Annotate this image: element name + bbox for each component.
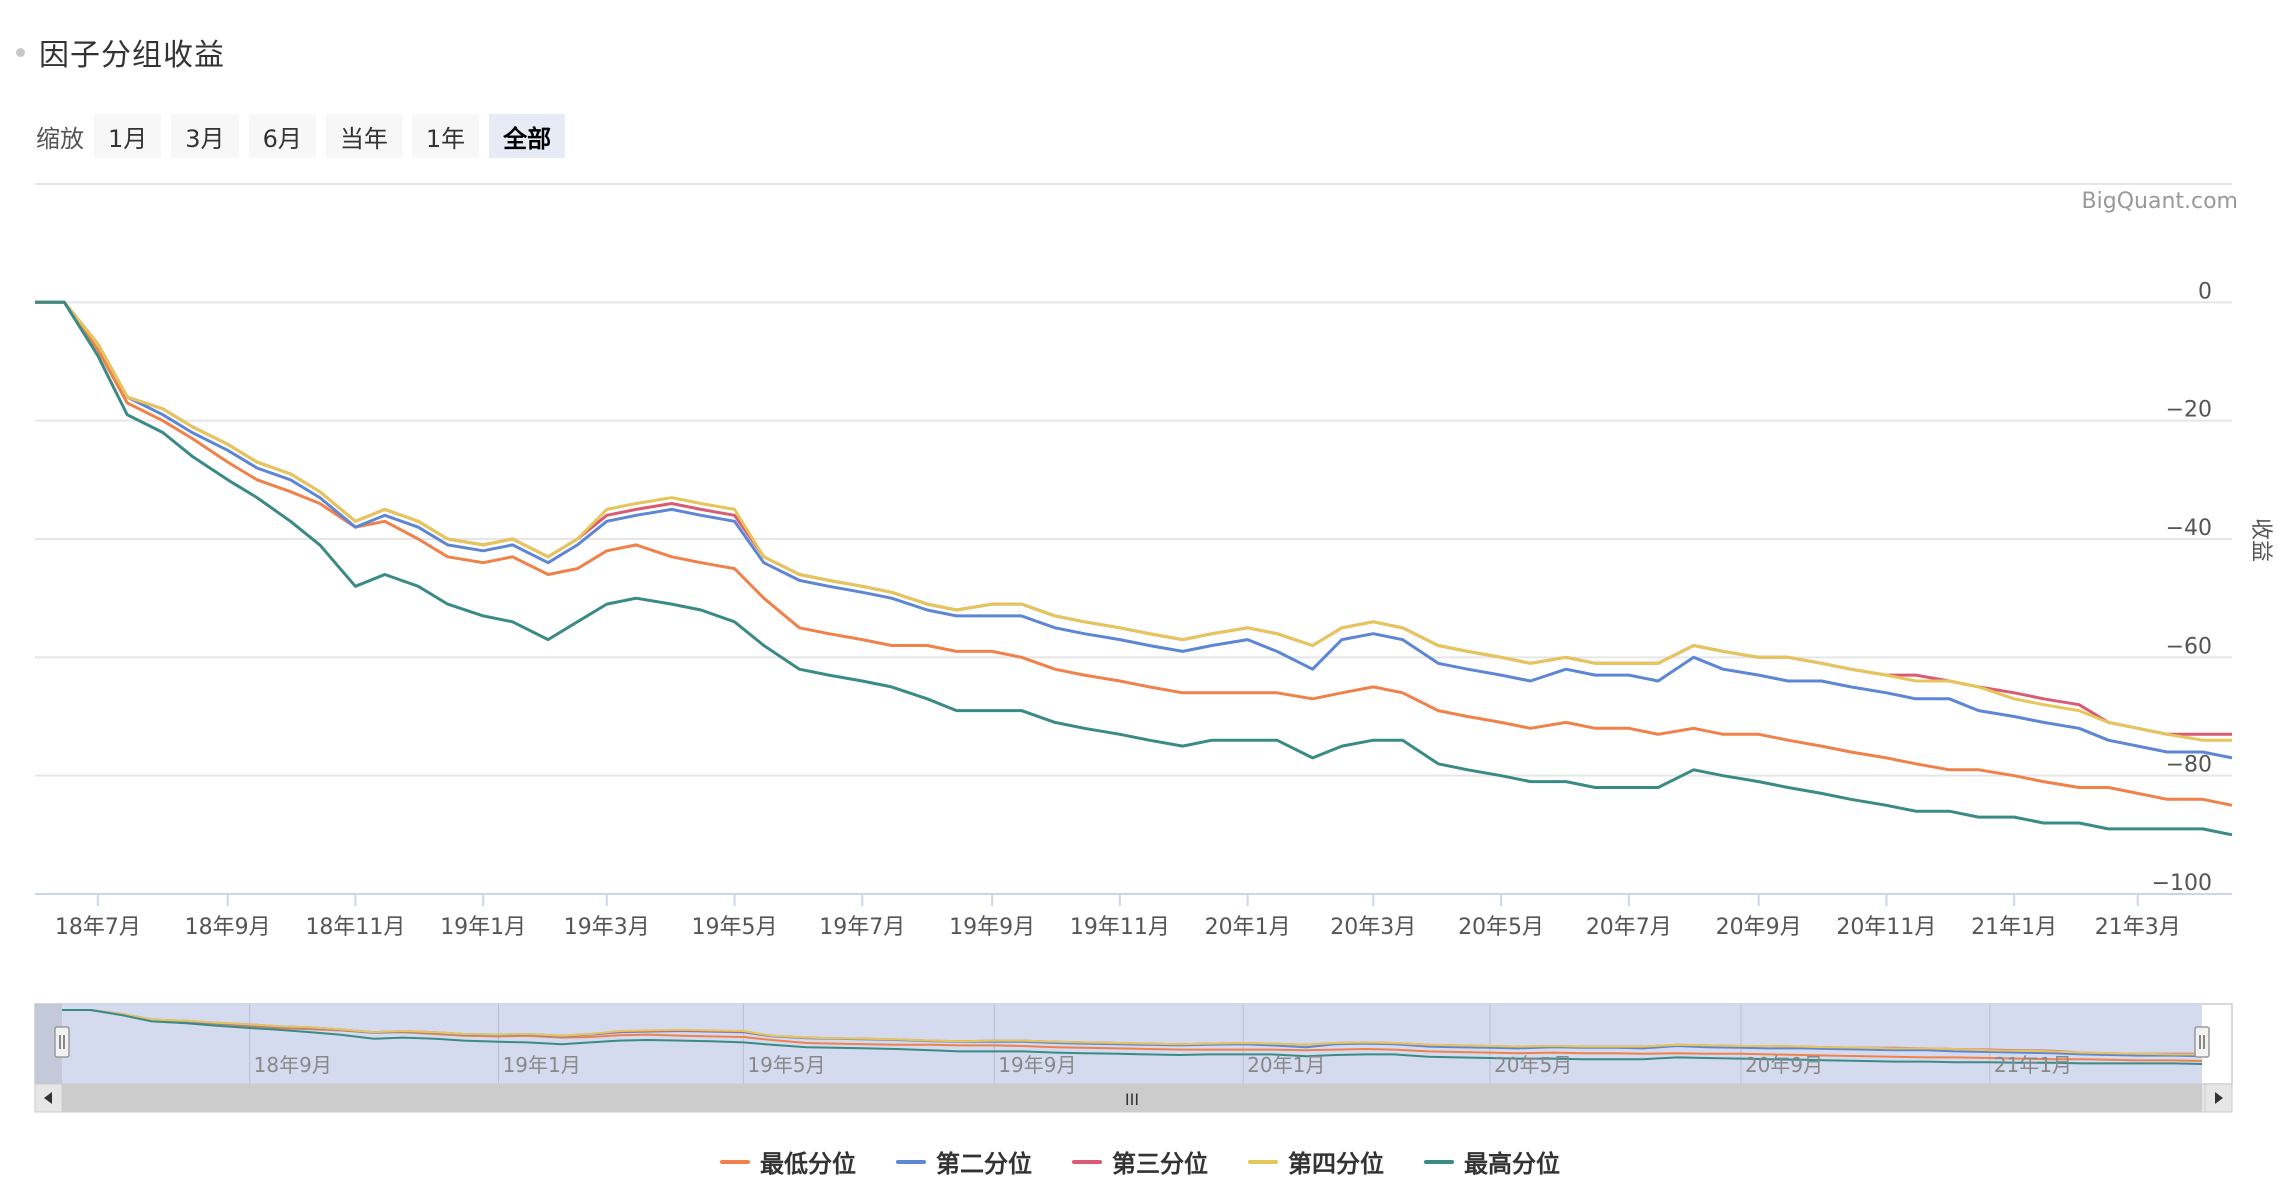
scrollbar-thumb[interactable] xyxy=(62,1084,2202,1112)
x-tick-label: 19年5月 xyxy=(692,915,778,940)
x-tick-label: 19年11月 xyxy=(1070,915,1170,940)
x-tick-label: 19年7月 xyxy=(819,915,905,940)
chart-title: 因子分组收益 xyxy=(39,38,225,73)
y-tick-label: −80 xyxy=(2166,753,2212,778)
legend-label: 第二分位 xyxy=(936,1150,1032,1178)
x-tick-label: 20年5月 xyxy=(1458,915,1544,940)
series-line-4[interactable] xyxy=(35,300,2233,837)
navigator-label: 19年9月 xyxy=(998,1053,1076,1077)
scrollbar[interactable]: III xyxy=(34,1083,2233,1113)
x-tick-label: 20年7月 xyxy=(1586,915,1672,940)
zoom-button-1m[interactable]: 1月 xyxy=(94,114,162,158)
arrow-right-icon xyxy=(2215,1092,2223,1104)
legend-swatch xyxy=(1072,1159,1102,1164)
x-tick-label: 19年3月 xyxy=(564,915,650,940)
x-tick-label: 20年9月 xyxy=(1716,915,1802,940)
legend-label: 最高分位 xyxy=(1464,1150,1560,1178)
x-tick-label: 18年9月 xyxy=(185,915,271,940)
legend-label: 第四分位 xyxy=(1288,1150,1384,1178)
navigator-handle-right[interactable] xyxy=(2194,1026,2210,1058)
navigator-label: 21年1月 xyxy=(1994,1053,2072,1077)
legend-label: 第三分位 xyxy=(1112,1150,1208,1178)
grid-lines xyxy=(35,301,2232,895)
series-line-1[interactable] xyxy=(35,300,2233,760)
legend-item-0[interactable]: 最低分位 xyxy=(720,1144,856,1179)
series-line-0[interactable] xyxy=(35,300,2233,807)
series-lines[interactable] xyxy=(35,300,2233,837)
x-tick-label: 20年3月 xyxy=(1330,915,1416,940)
legend-swatch xyxy=(1248,1159,1278,1164)
zoom-button-6m[interactable]: 6月 xyxy=(248,114,316,158)
zoom-button-3m[interactable]: 3月 xyxy=(171,114,239,158)
navigator-label: 18年9月 xyxy=(254,1053,332,1077)
zoom-button-1y[interactable]: 1年 xyxy=(411,114,480,158)
zoom-button-ytd[interactable]: 当年 xyxy=(325,114,402,158)
zoom-label: 缩放 xyxy=(36,124,84,153)
scroll-right-button[interactable] xyxy=(2204,1083,2233,1113)
y-tick-label: −20 xyxy=(2166,398,2212,423)
legend-item-4[interactable]: 最高分位 xyxy=(1424,1144,1560,1179)
navigator-series-3 xyxy=(62,1009,2202,1056)
x-tick-label: 21年3月 xyxy=(2095,915,2181,940)
x-tick-label: 18年11月 xyxy=(305,915,405,940)
navigator-label: 20年9月 xyxy=(1745,1053,1823,1077)
arrow-left-icon xyxy=(44,1092,52,1104)
navigator-series-4 xyxy=(62,1009,2203,1065)
legend-item-1[interactable]: 第二分位 xyxy=(896,1144,1032,1179)
legend-swatch xyxy=(720,1159,750,1164)
chart-header: 因子分组收益 xyxy=(16,30,225,74)
legend-item-2[interactable]: 第三分位 xyxy=(1072,1144,1208,1179)
zoom-button-all[interactable]: 全部 xyxy=(489,114,566,158)
y-tick-label: −60 xyxy=(2166,634,2212,659)
legend-item-3[interactable]: 第四分位 xyxy=(1248,1144,1384,1179)
navigator-handle-left[interactable] xyxy=(54,1026,70,1058)
navigator-label: 20年1月 xyxy=(1247,1053,1325,1077)
legend-swatch xyxy=(1424,1159,1454,1164)
navigator-series xyxy=(62,1009,2203,1065)
y-axis: 0 −20 −40 −60 −80 −100 xyxy=(2152,279,2212,896)
range-selector: 缩放 1月 3月 6月 当年 1年 全部 xyxy=(36,114,575,158)
bullet-icon xyxy=(16,47,25,57)
scroll-left-button[interactable] xyxy=(34,1083,63,1113)
x-tick-label: 19年9月 xyxy=(949,915,1035,940)
series-line-3[interactable] xyxy=(35,300,2232,742)
scrollbar-grip-icon: III xyxy=(1125,1090,1139,1109)
legend-label: 最低分位 xyxy=(760,1150,856,1178)
x-tick-label: 19年1月 xyxy=(440,915,526,940)
legend-swatch xyxy=(896,1159,926,1164)
navigator-labels: 18年9月 19年1月 19年5月 19年9月 20年1月 20年5月 20年9月 21年1月 xyxy=(254,1053,2072,1077)
x-tick-label: 18年7月 xyxy=(55,915,141,940)
navigator[interactable]: 18年9月 19年1月 19年5月 19年9月 20年1月 20年5月 20年9月 21年1月 xyxy=(34,1003,2233,1085)
x-tick-label: 21年1月 xyxy=(1971,915,2057,940)
x-tick-label: 20年11月 xyxy=(1836,915,1936,940)
y-axis-label: 收益 xyxy=(2248,518,2273,562)
legend: 最低分位 第二分位 第三分位 第四分位 最高分位 xyxy=(0,1144,2280,1179)
navigator-label: 19年1月 xyxy=(503,1053,581,1077)
credit-text[interactable]: BigQuant.com xyxy=(2082,189,2238,214)
y-tick-label: −40 xyxy=(2166,516,2212,541)
x-tick-label: 20年1月 xyxy=(1205,915,1291,940)
navigator-label: 20年5月 xyxy=(1494,1053,1572,1077)
y-tick-label: −100 xyxy=(2152,871,2212,896)
y-tick-label: 0 xyxy=(2198,279,2212,304)
navigator-label: 19年5月 xyxy=(747,1053,825,1077)
x-axis: 18年7月 18年9月 18年11月 19年1月 19年3月 19年5月 19年7月 19年9… xyxy=(35,893,2232,940)
